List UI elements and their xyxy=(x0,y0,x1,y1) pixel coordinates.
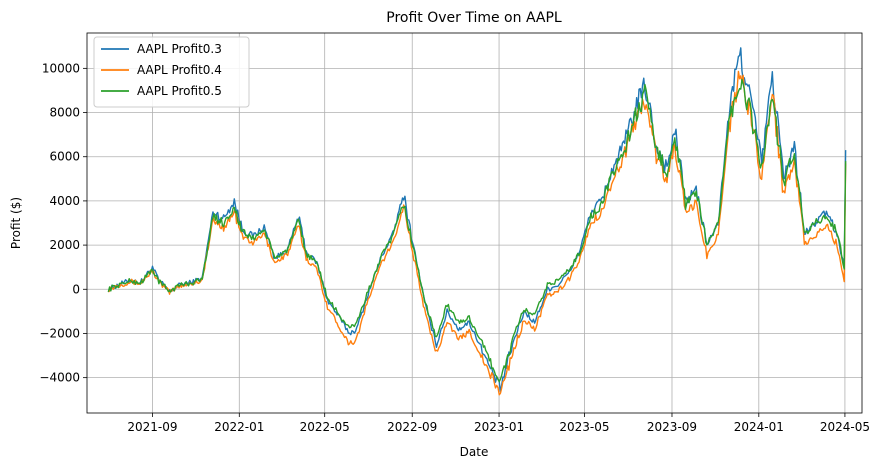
x-tick-label: 2023-05 xyxy=(559,420,609,434)
y-axis-ticks: −4000 −2000 0 2000 4000 6000 8000 10000 xyxy=(39,61,87,385)
x-tick-label: 2023-09 xyxy=(647,420,697,434)
y-tick-label: 2000 xyxy=(49,238,80,252)
x-tick-label: 2021-09 xyxy=(127,420,177,434)
y-tick-label: 0 xyxy=(72,282,80,296)
y-axis-label: Profit ($) xyxy=(9,197,23,249)
y-tick-label: −2000 xyxy=(39,326,80,340)
x-tick-label: 2024-05 xyxy=(820,420,870,434)
chart-title: Profit Over Time on AAPL xyxy=(386,10,562,26)
x-tick-label: 2023-01 xyxy=(474,420,524,434)
legend-label: AAPL Profit0.5 xyxy=(137,84,222,98)
x-tick-label: 2022-09 xyxy=(387,420,437,434)
y-tick-label: 4000 xyxy=(49,194,80,208)
x-axis-ticks: 2021-09 2022-01 2022-05 2022-09 2023-01 2023-… xyxy=(127,413,870,434)
x-axis-label: Date xyxy=(460,445,489,459)
y-tick-label: 10000 xyxy=(42,61,80,75)
legend: AAPL Profit0.3 AAPL Profit0.4 AAPL Profit0… xyxy=(93,36,250,108)
series-layer xyxy=(107,47,847,396)
x-tick-label: 2024-01 xyxy=(734,420,784,434)
legend-label: AAPL Profit0.4 xyxy=(137,63,222,77)
y-tick-label: 8000 xyxy=(49,106,80,120)
x-tick-label: 2022-01 xyxy=(214,420,264,434)
plot-frame xyxy=(86,32,863,414)
legend-label: AAPL Profit0.3 xyxy=(137,42,222,56)
series-line-3 xyxy=(107,78,847,383)
y-tick-label: −4000 xyxy=(39,371,80,385)
legend-box xyxy=(93,36,250,108)
series-line-2 xyxy=(107,70,847,396)
x-tick-label: 2022-05 xyxy=(300,420,350,434)
y-tick-label: 6000 xyxy=(49,150,80,164)
